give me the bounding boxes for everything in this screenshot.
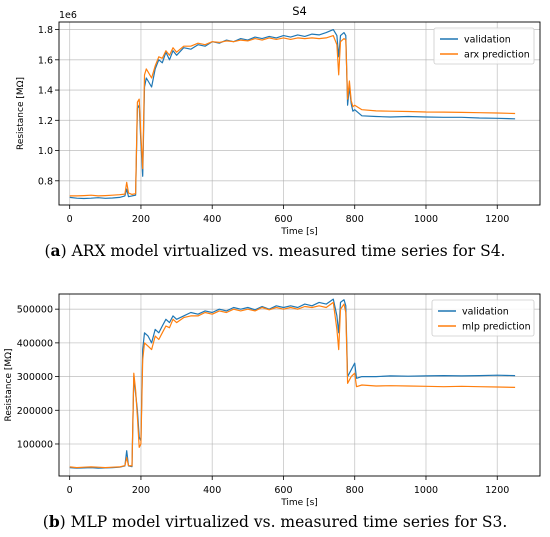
y-tick-label: 500000 bbox=[17, 305, 53, 316]
y-tick-label: 1.8 bbox=[38, 25, 53, 36]
x-tick-label: 400 bbox=[203, 485, 221, 496]
y-tick-label: 0.8 bbox=[38, 176, 53, 187]
y-tick-label: 1.0 bbox=[38, 146, 53, 157]
x-axis-label: Time [s] bbox=[280, 498, 318, 508]
y-axis-label: Resistance [MΩ] bbox=[16, 77, 26, 150]
x-tick-label: 800 bbox=[346, 485, 364, 496]
caption-a: (a) ARX model virtualized vs. measured t… bbox=[44, 241, 506, 260]
y-tick-label: 400000 bbox=[17, 338, 53, 349]
y-tick-label: 1.2 bbox=[38, 116, 53, 127]
y-tick-label: 1.6 bbox=[38, 55, 53, 66]
series-line-mlp-prediction bbox=[69, 301, 516, 469]
x-tick-label: 200 bbox=[132, 485, 150, 496]
y-tick-label: 300000 bbox=[17, 372, 53, 383]
x-tick-label: 1000 bbox=[414, 214, 438, 225]
x-tick-label: 0 bbox=[67, 214, 73, 225]
caption-b-letter: b bbox=[48, 512, 60, 531]
x-tick-label: 400 bbox=[203, 214, 221, 225]
x-tick-label: 200 bbox=[132, 214, 150, 225]
chart-title: S4 bbox=[292, 4, 307, 18]
legend: validation mlp prediction bbox=[431, 299, 535, 337]
caption-a-letter: a bbox=[50, 241, 61, 260]
chart-s4: S4 0 200 400 600 800 1000 1200 0.8 1.0 1.2 1.4 1.6 1.… bbox=[16, 4, 541, 237]
series-line-arx-prediction bbox=[69, 35, 516, 197]
caption-b-text: MLP model virtualized vs. measured time … bbox=[65, 513, 508, 531]
x-tick-label: 1000 bbox=[414, 485, 438, 496]
legend-label: mlp prediction bbox=[462, 322, 531, 333]
y-tick-label: 100000 bbox=[17, 439, 53, 450]
caption-b: (b) MLP model virtualized vs. measured t… bbox=[42, 512, 508, 531]
chart-s3: 0 200 400 600 800 1000 1200 100000 200000 300000 4… bbox=[4, 293, 541, 508]
y-tick-label: 200000 bbox=[17, 406, 53, 417]
caption-a-text: ARX model virtualized vs. measured time … bbox=[66, 242, 506, 260]
x-tick-label: 0 bbox=[67, 485, 73, 496]
legend-box bbox=[431, 299, 535, 337]
x-tick-label: 1200 bbox=[485, 214, 509, 225]
y-offset-label: 1e6 bbox=[59, 10, 77, 21]
legend-label: arx prediction bbox=[464, 50, 530, 61]
x-tick-label: 800 bbox=[346, 214, 364, 225]
legend-label: validation bbox=[462, 307, 509, 318]
legend-label: validation bbox=[464, 35, 511, 46]
x-axis-label: Time [s] bbox=[280, 227, 318, 237]
legend: validation arx prediction bbox=[433, 27, 535, 65]
y-tick-label: 1.4 bbox=[38, 86, 53, 97]
plot-frame bbox=[58, 21, 541, 206]
x-tick-label: 600 bbox=[274, 485, 292, 496]
x-tick-label: 600 bbox=[274, 214, 292, 225]
x-tick-label: 1200 bbox=[485, 485, 509, 496]
y-axis-label: Resistance [MΩ] bbox=[4, 348, 14, 421]
legend-box bbox=[433, 27, 535, 65]
plot-frame bbox=[58, 293, 541, 477]
